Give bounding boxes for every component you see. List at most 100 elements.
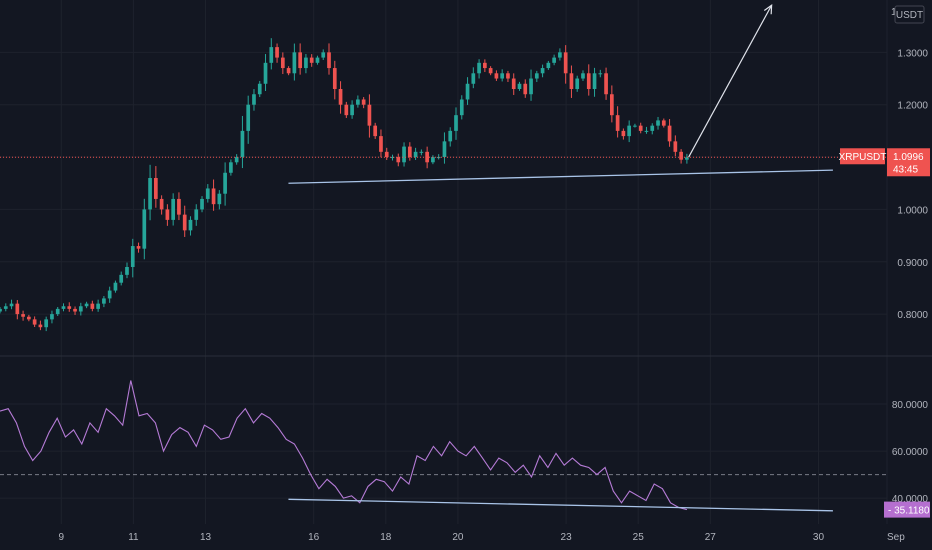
projection-arrow[interactable] [688, 4, 773, 158]
candle[interactable] [15, 300, 20, 320]
candle[interactable] [102, 296, 106, 308]
candle[interactable] [90, 300, 95, 312]
candle[interactable] [21, 310, 25, 321]
candle[interactable] [309, 54, 314, 67]
candle[interactable] [280, 52, 285, 75]
candle[interactable] [379, 129, 383, 158]
candle[interactable] [263, 54, 268, 91]
candle[interactable] [471, 67, 476, 89]
candle[interactable] [390, 154, 395, 161]
candle[interactable] [332, 60, 337, 100]
candle[interactable] [96, 299, 100, 312]
candle[interactable] [488, 66, 493, 76]
candle[interactable] [298, 43, 302, 75]
candle[interactable] [529, 69, 533, 101]
candle[interactable] [344, 101, 349, 119]
candle[interactable] [656, 116, 660, 130]
candle[interactable] [286, 66, 291, 76]
candle[interactable] [563, 45, 568, 84]
candle[interactable] [679, 149, 683, 164]
candle[interactable] [119, 271, 124, 286]
candle[interactable] [240, 115, 245, 169]
candle[interactable] [402, 142, 406, 167]
candle[interactable] [506, 70, 510, 82]
candle[interactable] [459, 95, 464, 120]
rsi-pane[interactable]: 40.0000 60.0000 80.0000 [0, 380, 928, 512]
candle[interactable] [269, 38, 274, 70]
candle[interactable] [234, 154, 239, 165]
candle[interactable] [177, 192, 181, 221]
candle[interactable] [217, 190, 222, 210]
candle[interactable] [130, 238, 135, 278]
candle[interactable] [148, 164, 152, 221]
time-axis[interactable]: 9 11 13 16 18 20 23 25 27 30 Sep [59, 532, 906, 543]
candle[interactable] [546, 60, 551, 70]
candle[interactable] [465, 77, 470, 105]
candle[interactable] [338, 81, 343, 114]
candle[interactable] [615, 106, 620, 138]
candle[interactable] [67, 302, 72, 312]
candle[interactable] [159, 195, 164, 215]
candle[interactable] [685, 153, 689, 164]
candle[interactable] [182, 205, 187, 237]
candle[interactable] [650, 123, 655, 135]
candle[interactable] [292, 43, 297, 81]
candle[interactable] [644, 126, 649, 134]
candle[interactable] [154, 166, 158, 208]
candle[interactable] [598, 69, 603, 78]
candle[interactable] [50, 310, 54, 324]
candle[interactable] [211, 179, 216, 211]
candle[interactable] [27, 314, 31, 322]
candle[interactable] [356, 95, 360, 108]
candle[interactable] [673, 135, 678, 157]
candle[interactable] [84, 301, 89, 309]
candle[interactable] [315, 55, 320, 65]
candle[interactable] [38, 320, 43, 331]
candle[interactable] [78, 302, 83, 316]
candle[interactable] [32, 316, 37, 327]
candle[interactable] [581, 70, 585, 81]
candle[interactable] [609, 85, 614, 123]
candle[interactable] [165, 204, 170, 226]
candle[interactable] [419, 149, 424, 156]
candle[interactable] [621, 128, 626, 140]
candle[interactable] [73, 306, 77, 315]
support-trendline[interactable] [288, 169, 833, 184]
candle[interactable] [396, 153, 401, 167]
candle[interactable] [257, 80, 262, 98]
candle[interactable] [223, 162, 227, 206]
candle[interactable] [0, 306, 2, 314]
price-pane[interactable]: 0.80000.90001.00001.10001.20001.30001USD… [0, 0, 928, 524]
candle[interactable] [304, 53, 308, 74]
candle[interactable] [494, 70, 499, 81]
candle[interactable] [252, 89, 256, 111]
currency-badge[interactable] [894, 5, 925, 24]
candle[interactable] [552, 54, 556, 66]
candle[interactable] [55, 306, 60, 317]
rsi-trendline[interactable] [288, 498, 833, 512]
candle[interactable] [569, 65, 574, 98]
candle[interactable] [638, 122, 643, 134]
candle[interactable] [558, 48, 562, 61]
candle[interactable] [142, 198, 147, 260]
candle[interactable] [454, 107, 458, 140]
candle[interactable] [592, 67, 597, 97]
candle[interactable] [413, 147, 418, 160]
candle[interactable] [373, 122, 378, 139]
symbol-tag[interactable] [840, 148, 885, 165]
candle[interactable] [517, 81, 522, 91]
rsi-line[interactable] [0, 380, 688, 511]
candle[interactable] [321, 49, 326, 60]
candle[interactable] [3, 303, 8, 312]
candle[interactable] [661, 118, 666, 128]
candle[interactable] [113, 280, 118, 293]
candle[interactable] [627, 120, 632, 143]
candle[interactable] [44, 316, 49, 332]
candle[interactable] [205, 184, 210, 203]
candle[interactable] [604, 67, 608, 100]
candle[interactable] [483, 59, 487, 73]
candle[interactable] [586, 64, 591, 96]
candle[interactable] [350, 100, 354, 119]
candle[interactable] [367, 94, 372, 138]
